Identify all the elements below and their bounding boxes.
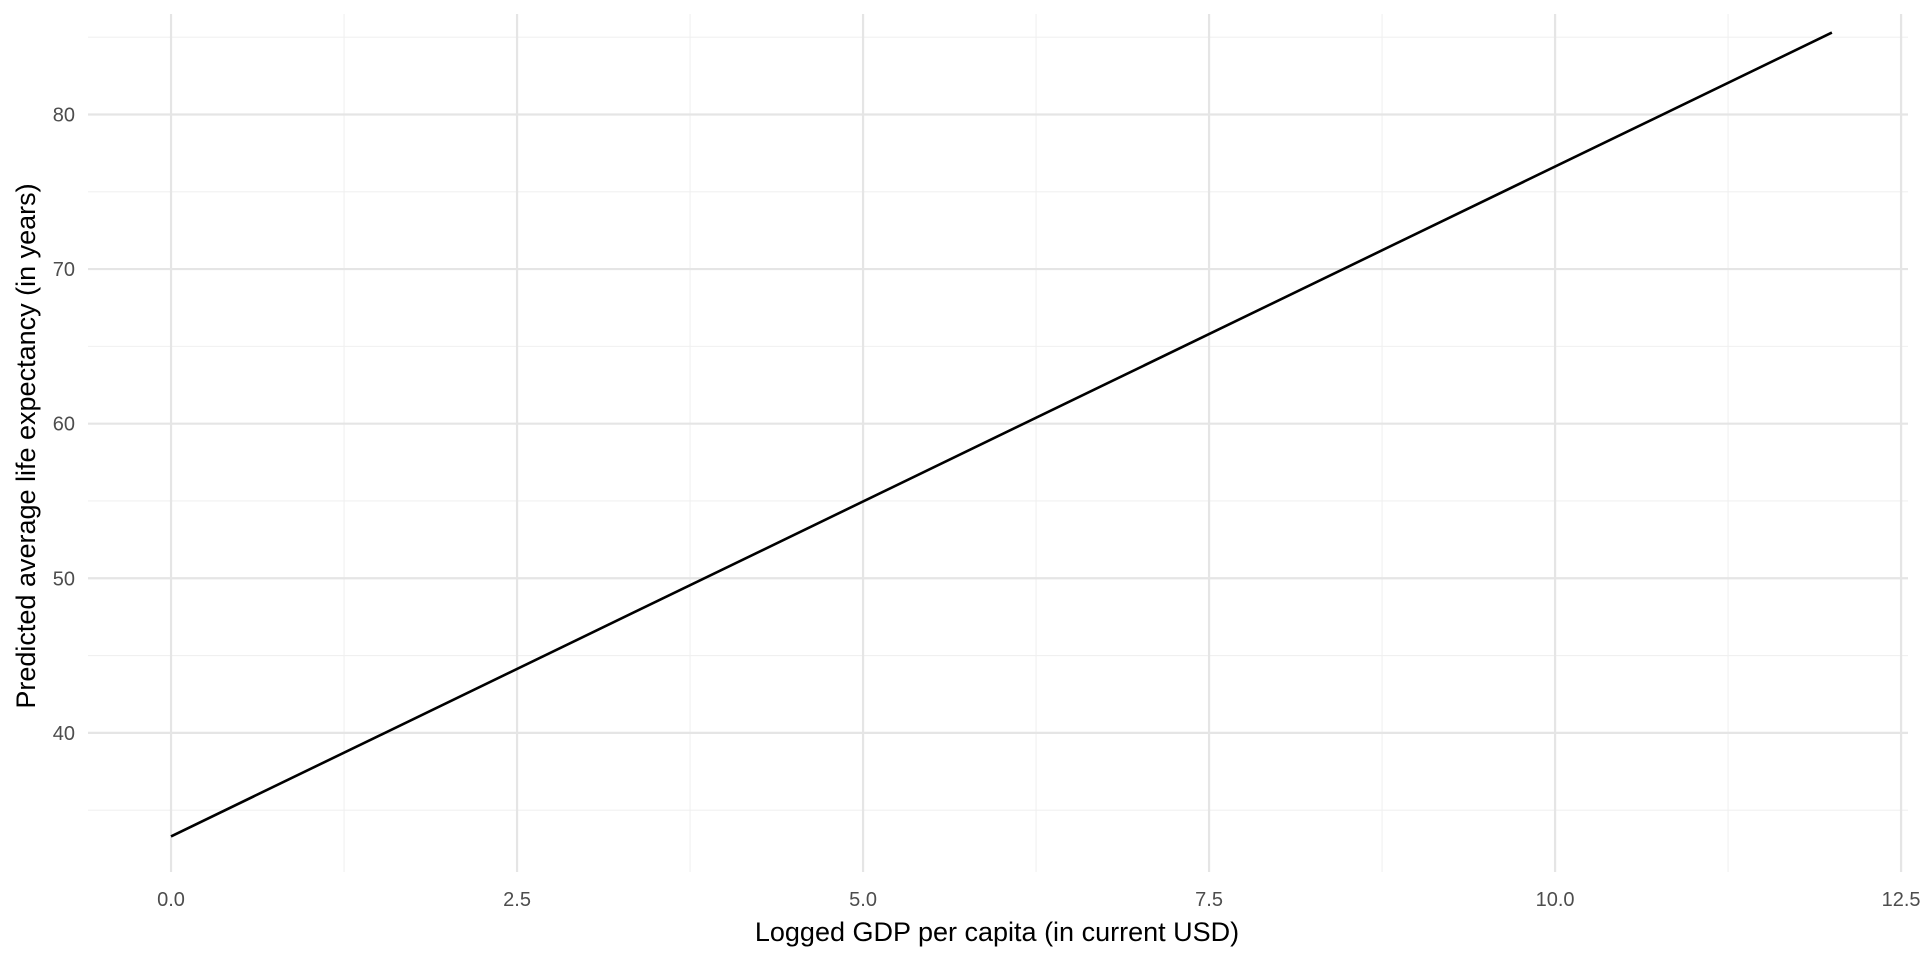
y-tick-label: 70 — [53, 259, 75, 281]
x-axis-title: Logged GDP per capita (in current USD) — [755, 917, 1239, 947]
x-tick-label: 7.5 — [1195, 889, 1223, 911]
y-tick-label: 80 — [53, 104, 75, 126]
x-tick-label: 0.0 — [157, 889, 185, 911]
x-tick-label: 12.5 — [1882, 889, 1920, 911]
y-tick-label: 60 — [53, 414, 75, 436]
series-line — [170, 31, 1833, 838]
y-axis-tick-labels: 40 50 60 70 80 — [53, 104, 75, 744]
x-tick-label: 2.5 — [503, 889, 531, 911]
y-tick-label: 40 — [53, 723, 75, 745]
y-axis-title: Predicted average life expectancy (in ye… — [11, 183, 41, 708]
x-tick-label: 10.0 — [1536, 889, 1575, 911]
x-tick-label: 5.0 — [849, 889, 877, 911]
grid — [88, 14, 1908, 872]
y-tick-label: 50 — [53, 568, 75, 590]
x-axis-tick-labels: 0.0 2.5 5.0 7.5 10.0 12.5 — [157, 889, 1920, 911]
series-layer — [170, 31, 1833, 838]
